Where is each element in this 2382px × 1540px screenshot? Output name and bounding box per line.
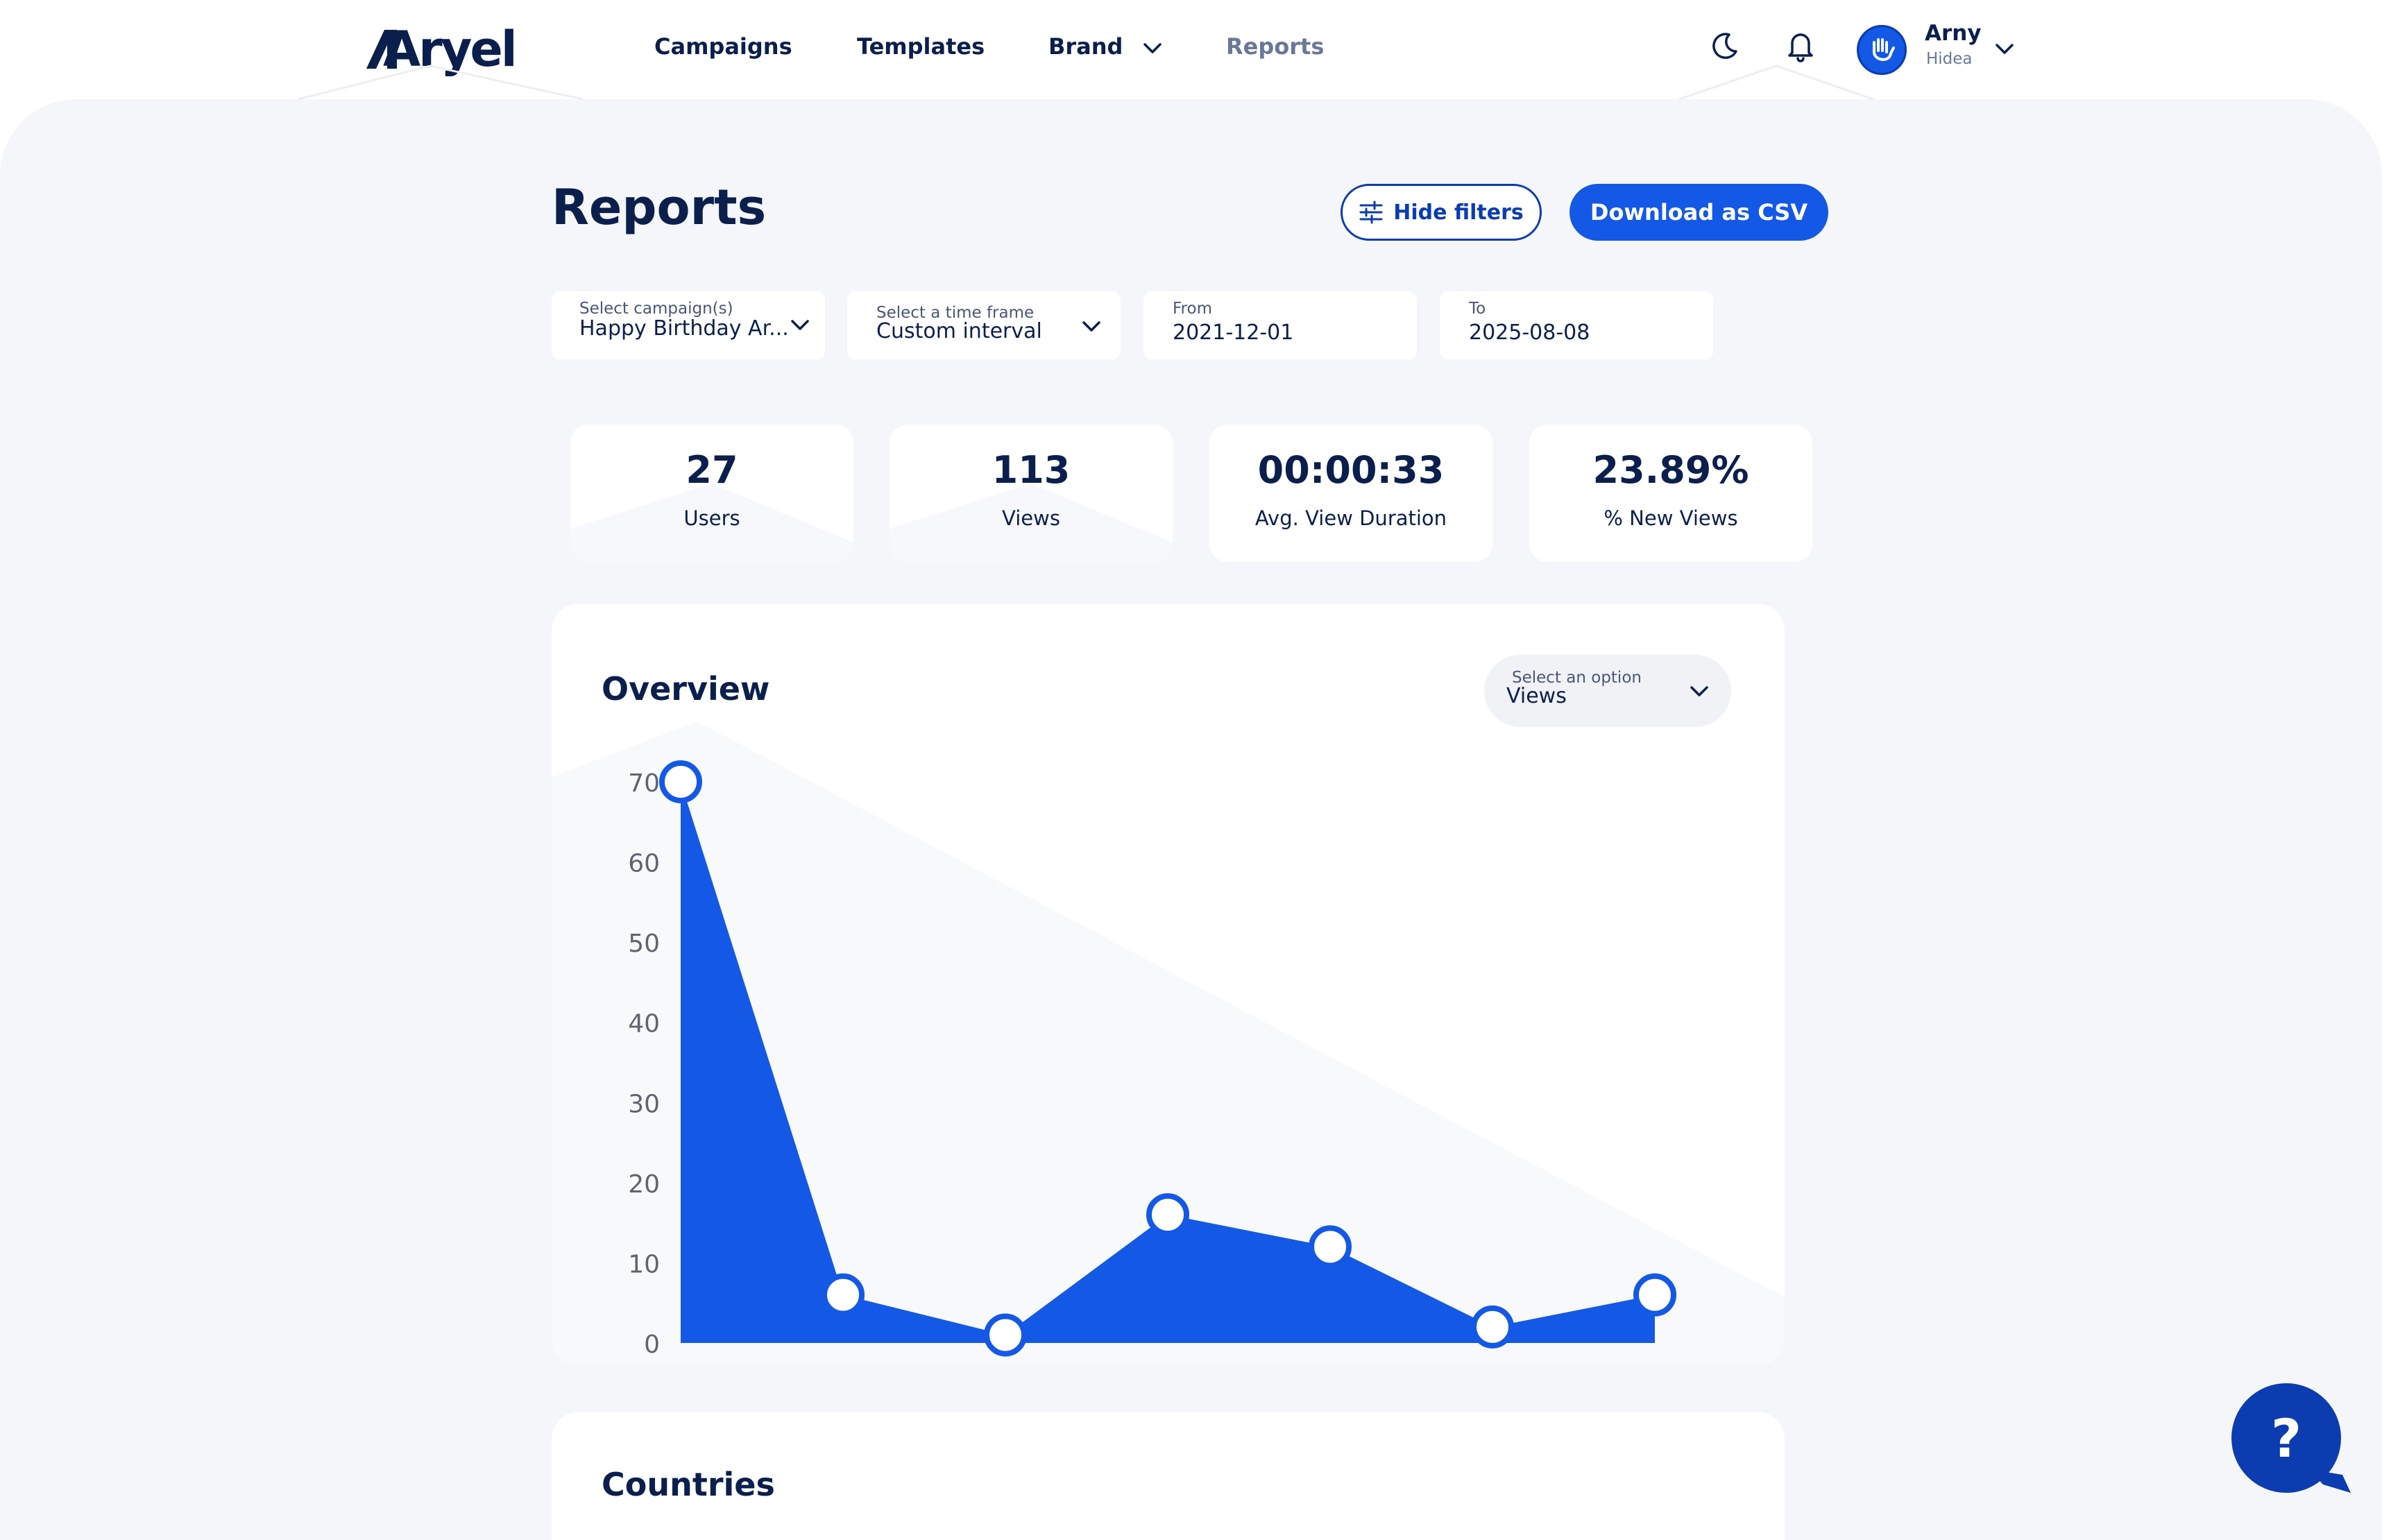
data-point	[1309, 1225, 1352, 1269]
timeframe-select-label: Select a time frame	[876, 304, 1035, 322]
to-date-label: To	[1469, 300, 1486, 318]
card-watermark	[552, 721, 1785, 1365]
campaign-select-value: Happy Birthday Ar...	[579, 316, 789, 341]
y-tick-label: 60	[628, 850, 660, 878]
kpi-value: 113	[992, 448, 1071, 492]
y-tick-label: 0	[644, 1331, 660, 1359]
user-name[interactable]: Arny	[1925, 21, 1982, 46]
metric-select-label: Select an option	[1512, 669, 1642, 687]
page-title: Reports	[552, 179, 767, 236]
chevron-down-icon	[791, 320, 809, 330]
y-tick-label: 50	[628, 930, 660, 958]
data-point	[822, 1273, 865, 1317]
kpi-value: 00:00:33	[1257, 448, 1445, 492]
nav-brand[interactable]: Brand	[1048, 33, 1164, 60]
y-tick-label: 30	[628, 1090, 660, 1118]
card-watermark	[890, 484, 1173, 562]
metric-select[interactable]: Select an option Views	[1484, 655, 1731, 727]
kpi-card-views: 113 Views	[890, 425, 1173, 562]
overview-title: Overview	[602, 670, 770, 708]
y-tick-label: 70	[628, 769, 660, 798]
help-button[interactable]: ?	[2231, 1383, 2351, 1493]
user-menu-chevron-icon[interactable]	[1993, 40, 2016, 57]
hide-filters-label: Hide filters	[1393, 200, 1524, 225]
data-point	[659, 760, 702, 803]
chevron-down-icon	[1690, 686, 1708, 696]
hand-wave-icon	[1873, 38, 1895, 61]
nav-campaigns[interactable]: Campaigns	[654, 33, 792, 60]
help-icon: ?	[2270, 1407, 2302, 1469]
from-date-value: 2021-12-01	[1173, 320, 1294, 345]
y-tick-label: 20	[628, 1170, 660, 1199]
sliders-icon	[1359, 200, 1383, 224]
data-point	[1146, 1193, 1189, 1237]
data-point	[1471, 1305, 1514, 1349]
kpi-label: % New Views	[1603, 506, 1738, 530]
from-date-field[interactable]: From 2021-12-01	[1143, 291, 1417, 359]
chevron-down-icon	[1143, 43, 1162, 53]
top-navigation: Aryel Campaigns Templates Brand Reports …	[0, 0, 2382, 99]
avatar[interactable]	[1857, 25, 1907, 75]
kpi-label: Views	[1002, 506, 1060, 530]
logo-mark-icon	[366, 30, 397, 69]
metric-select-value: Views	[1506, 684, 1567, 708]
download-csv-button[interactable]: Download as CSV	[1569, 184, 1828, 241]
kpi-value: 27	[686, 448, 738, 492]
kpi-label: Avg. View Duration	[1254, 506, 1447, 530]
overview-chart: 0102030405060702023-09-292023-09-302023-…	[552, 721, 1785, 1365]
kpi-value: 23.89%	[1592, 448, 1749, 492]
nav-templates[interactable]: Templates	[857, 33, 985, 60]
countries-card: Countries	[552, 1412, 1785, 1540]
user-organization: Hidea	[1926, 50, 1973, 68]
y-tick-label: 40	[628, 1010, 660, 1038]
kpi-card-avg-view-duration: 00:00:33 Avg. View Duration	[1209, 425, 1492, 562]
nav-brand-label: Brand	[1048, 33, 1123, 60]
data-point	[984, 1313, 1027, 1357]
nav-reports[interactable]: Reports	[1226, 33, 1325, 60]
timeframe-select[interactable]: Select a time frame Custom interval	[847, 291, 1121, 359]
kpi-card-new-views: 23.89% % New Views	[1529, 425, 1812, 562]
from-date-label: From	[1173, 300, 1212, 318]
logo-text: Aryel	[383, 21, 518, 78]
dark-mode-icon[interactable]	[1705, 26, 1744, 65]
timeframe-select-value: Custom interval	[876, 319, 1042, 343]
data-point	[1633, 1273, 1676, 1317]
kpi-label: Users	[683, 506, 740, 530]
campaign-select-label: Select campaign(s)	[579, 300, 733, 318]
kpi-card-users: 27 Users	[570, 425, 853, 562]
chevron-down-icon	[1082, 321, 1100, 332]
aryel-logo[interactable]: Aryel	[366, 21, 518, 78]
countries-title: Countries	[602, 1466, 775, 1503]
notification-bell-icon[interactable]	[1781, 26, 1820, 65]
to-date-value: 2025-08-08	[1469, 320, 1590, 345]
y-tick-label: 10	[628, 1250, 660, 1278]
hide-filters-button[interactable]: Hide filters	[1341, 184, 1542, 241]
speech-tail-icon	[2309, 1469, 2351, 1493]
to-date-field[interactable]: To 2025-08-08	[1440, 291, 1713, 359]
campaign-select[interactable]: Select campaign(s) Happy Birthday Ar...	[552, 291, 825, 359]
overview-card: 0102030405060702023-09-292023-09-302023-…	[552, 604, 1785, 1365]
card-watermark	[570, 484, 853, 562]
